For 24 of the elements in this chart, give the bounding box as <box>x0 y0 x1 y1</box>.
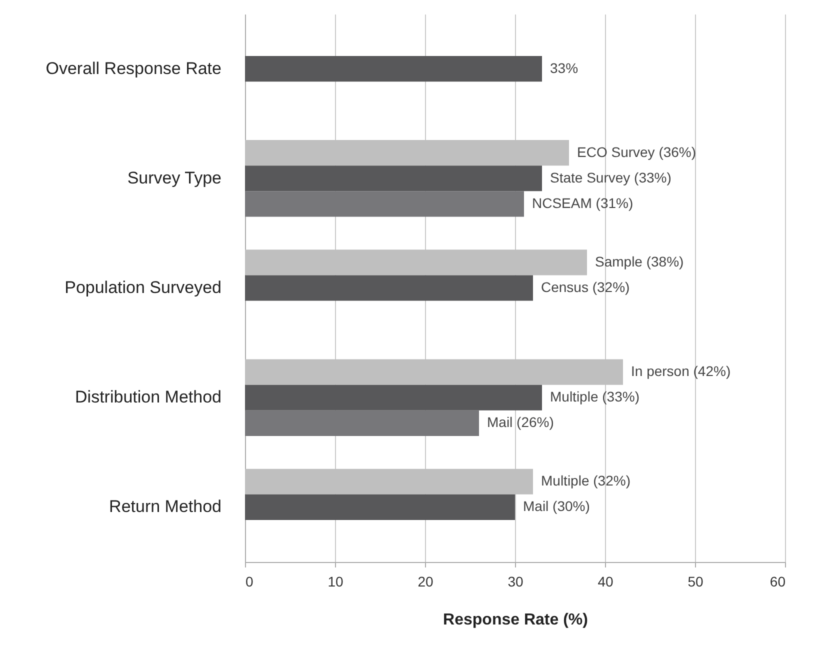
y-tick-label: Population Surveyed <box>64 278 222 297</box>
data-label: Mail (30%) <box>523 498 590 514</box>
y-tick-label: Survey Type <box>127 168 222 188</box>
data-label: Multiple (33%) <box>550 388 640 405</box>
y-tick-label: Overall Response Rate <box>46 58 222 78</box>
data-label: Sample (38%) <box>595 253 684 270</box>
x-tick-label: 10 <box>328 574 344 590</box>
data-label: 33% <box>550 60 578 76</box>
data-label: NCSEAM (31%) <box>532 194 634 211</box>
data-label: Multiple (32%) <box>541 472 630 489</box>
data-label: In person (42%) <box>631 363 731 380</box>
x-tick-label: 20 <box>418 574 434 590</box>
data-label: Census (32%) <box>541 279 630 295</box>
y-tick-label: Distribution Method <box>75 388 222 407</box>
x-tick-label: 60 <box>770 574 786 590</box>
data-label: Mail (26%) <box>487 414 554 430</box>
data-label: ECO Survey (36%) <box>577 144 696 160</box>
data-label: State Survey (33%) <box>550 169 672 186</box>
x-tick-label: 40 <box>598 574 614 590</box>
x-tick-label: 0 <box>246 574 254 590</box>
x-tick-label: 30 <box>508 574 524 590</box>
x-axis-title: Response Rate (%) <box>443 612 588 628</box>
x-tick-label: 50 <box>688 574 704 590</box>
y-tick-label: Return Method <box>109 497 222 516</box>
